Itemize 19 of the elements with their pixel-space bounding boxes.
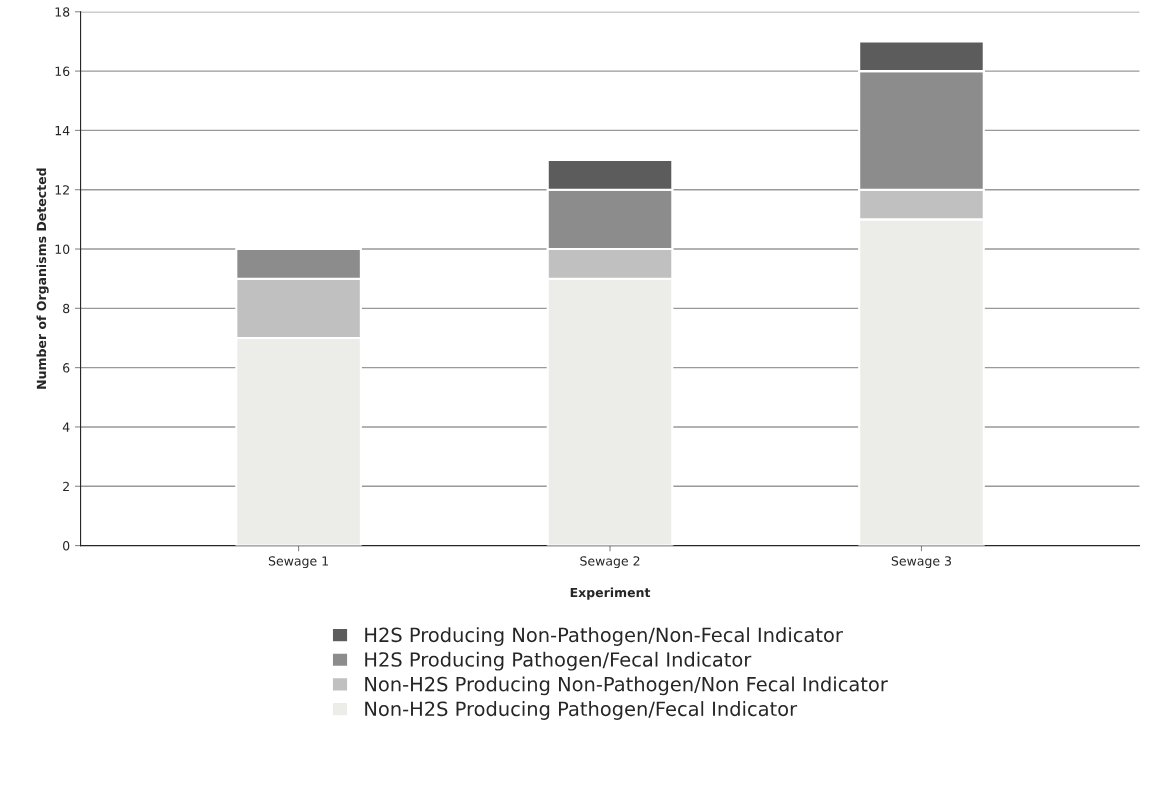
y-tick-label: 0 [63, 541, 70, 551]
y-tick-label: 18 [55, 7, 70, 17]
y-tick-label: 8 [63, 303, 70, 314]
y-tick-label: 16 [55, 66, 70, 77]
y-tick-label: 14 [55, 126, 70, 136]
y-tick-label: 10 [55, 244, 70, 254]
x-axis-title: Experiment [570, 587, 651, 600]
x-tick-label: Sewage 3 [891, 556, 951, 569]
legend-label: Non-H2S Producing Pathogen/Fecal Indicator [365, 701, 798, 720]
y-tick-label: 6 [63, 363, 70, 373]
y-tick-label: 2 [63, 481, 69, 492]
x-tick-label: Sewage 1 [268, 556, 328, 569]
legend-label: Non-H2S Producing Non-Pathogen/Non Fecal Indicator [365, 676, 888, 696]
y-tick-label: 4 [62, 422, 70, 432]
y-tick-label: 12 [55, 185, 69, 195]
x-tick-label: Sewage 2 [580, 556, 640, 569]
legend-label: H2S Producing Non-Pathogen/Non-Fecal Indicator [365, 627, 843, 646]
y-axis-title: Number of Organisms Detected [36, 168, 49, 389]
legend-label: H2S Producing Pathogen/Fecal Indicator [365, 651, 752, 671]
